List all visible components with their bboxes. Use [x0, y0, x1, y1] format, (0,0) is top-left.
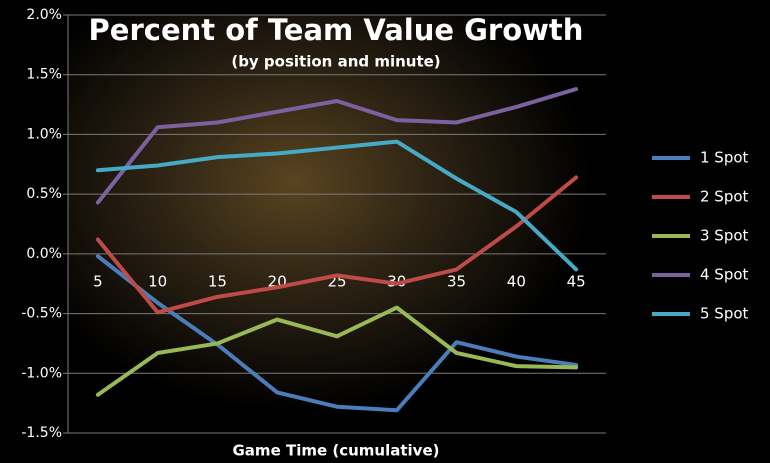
y-tick-label: -1.5% [21, 425, 62, 441]
x-tick-label: 15 [208, 272, 227, 290]
legend: 1 Spot 2 Spot 3 Spot 4 Spot 5 Spot [652, 149, 749, 323]
series-line [95, 87, 579, 205]
legend-label: 4 Spot [700, 266, 749, 284]
x-axis-label: Game Time (cumulative) [233, 442, 440, 460]
chart-subtitle: (by position and minute) [231, 53, 440, 71]
x-tick-label: 5 [93, 272, 103, 290]
y-tick-label: 0.0% [26, 246, 62, 262]
plot-area [95, 87, 579, 413]
x-tick-label: 10 [148, 272, 167, 290]
series-line [95, 175, 579, 315]
series-line [95, 139, 579, 272]
y-tick-label: 2.0% [26, 7, 62, 23]
y-tick-label: -1.0% [21, 365, 62, 381]
y-tick-label: 1.0% [26, 126, 62, 142]
x-tick-label: 35 [447, 272, 466, 290]
legend-label: 3 Spot [700, 227, 749, 245]
y-tick-label: 1.5% [26, 67, 62, 83]
legend-label: 2 Spot [700, 188, 749, 206]
y-tick-label: 0.5% [26, 186, 62, 202]
legend-label: 1 Spot [700, 149, 749, 167]
y-tick-label: -0.5% [21, 306, 62, 322]
x-tick-label: 30 [387, 272, 406, 290]
x-tick-label: 45 [567, 272, 586, 290]
legend-label: 5 Spot [700, 305, 749, 323]
series-line [95, 305, 579, 397]
series-line [95, 254, 579, 413]
x-tick-label: 40 [507, 272, 526, 290]
chart-title: Percent of Team Value Growth [89, 13, 584, 47]
